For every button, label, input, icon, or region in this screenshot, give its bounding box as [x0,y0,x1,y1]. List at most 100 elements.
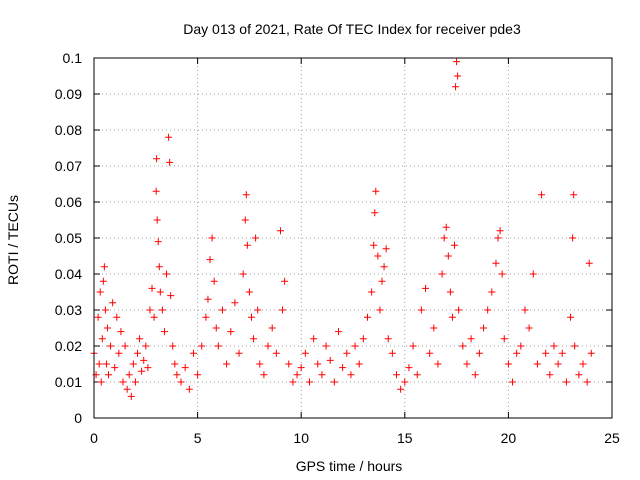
data-point [177,378,185,386]
data-point [405,364,413,372]
data-point [378,277,386,285]
data-point [173,371,181,379]
y-tick-label: 0.07 [55,158,82,174]
data-point [376,306,384,314]
data-point [98,335,106,343]
data-point [562,378,570,386]
data-point [100,263,108,271]
data-point [314,360,322,368]
data-point [111,364,119,372]
y-tick-label: 0.01 [55,374,82,390]
data-point [142,342,150,350]
y-tick-label: 0.06 [55,194,82,210]
data-point [451,241,459,249]
data-point [214,342,222,350]
data-points [90,58,595,400]
data-point [247,313,255,321]
data-point [322,342,330,350]
grid [94,58,612,418]
data-point [452,83,460,91]
data-point [212,324,220,332]
data-point [442,223,450,231]
data-point [430,324,438,332]
data-point [136,335,144,343]
data-point [525,324,533,332]
data-point [241,216,249,224]
x-tick-label: 20 [501,430,517,446]
data-point [446,288,454,296]
data-point [382,245,390,253]
data-point [546,371,554,379]
data-point [202,313,210,321]
data-point [268,324,276,332]
data-point [570,191,578,199]
data-point [140,356,148,364]
data-point [305,378,313,386]
data-point [279,306,287,314]
data-point [587,349,595,357]
data-point [569,234,577,242]
data-point [529,270,537,278]
data-point [513,349,521,357]
data-point [504,360,512,368]
chart-title: Day 013 of 2021, Rate Of TEC Index for r… [183,21,521,37]
data-point [204,295,212,303]
data-point [101,306,109,314]
data-point [343,349,351,357]
y-tick-label: 0 [74,410,82,426]
data-point [208,234,216,242]
data-point [156,288,164,296]
y-tick-label: 0.08 [55,122,82,138]
x-tick-label: 0 [90,430,98,446]
data-point [125,371,133,379]
x-tick-label: 15 [397,430,413,446]
data-point [254,306,262,314]
data-point [272,349,280,357]
data-point [318,371,326,379]
data-point [153,155,161,163]
data-point [579,360,587,368]
data-point [144,364,152,372]
x-tick-label: 10 [293,430,309,446]
data-point [264,342,272,350]
y-tick-label: 0.03 [55,302,82,318]
data-point [533,360,541,368]
data-point [165,133,173,141]
data-point [150,313,158,321]
data-point [509,378,517,386]
data-point [105,371,113,379]
data-point [245,288,253,296]
data-point [409,342,417,350]
data-point [158,306,166,314]
data-point [297,364,305,372]
data-point [95,360,103,368]
data-point [413,371,421,379]
data-point [397,385,405,393]
data-point [459,342,467,350]
data-point [227,328,235,336]
data-point [517,342,525,350]
data-point [494,234,502,242]
data-point [138,367,146,375]
y-tick-label: 0.05 [55,230,82,246]
data-point [480,324,488,332]
data-point [492,259,500,267]
data-point [370,241,378,249]
data-point [113,313,121,321]
data-point [538,191,546,199]
data-point [498,270,506,278]
y-tick-label: 0.09 [55,86,82,102]
data-point [171,360,179,368]
data-point [374,252,382,260]
data-point [380,263,388,271]
data-point [585,259,593,267]
data-point [102,360,110,368]
data-point [454,72,462,80]
data-point [243,241,251,249]
data-point [372,187,380,195]
data-point [146,306,154,314]
y-tick-label: 0.04 [55,266,82,282]
data-point [242,191,250,199]
data-point [575,371,583,379]
